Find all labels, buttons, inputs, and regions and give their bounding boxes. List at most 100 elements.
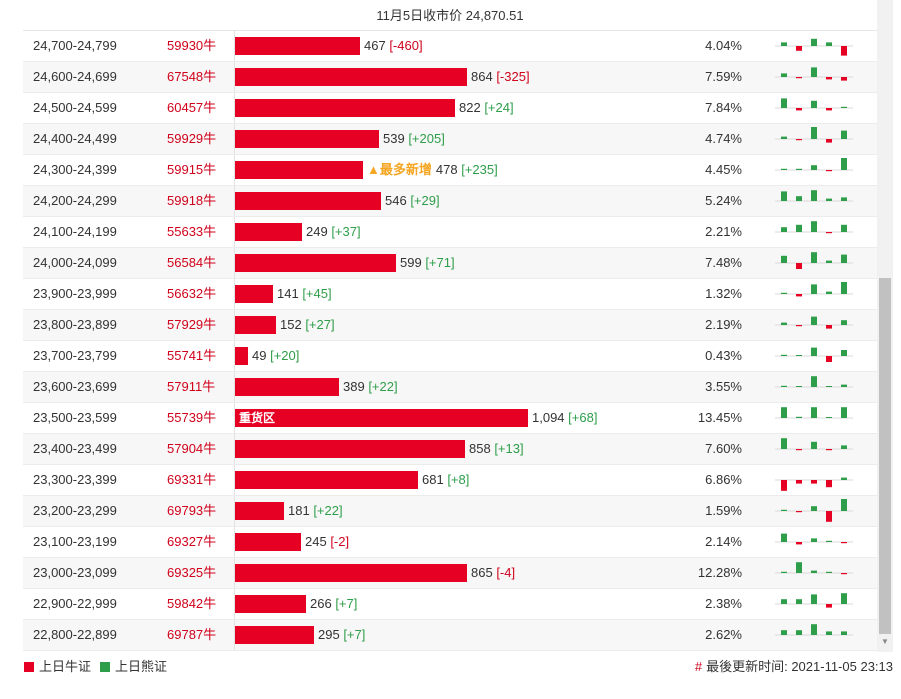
bar-baseline (234, 403, 235, 433)
sparkline-bar (811, 624, 817, 635)
sparkline-bar (796, 355, 802, 356)
percent-label: 2.19% (705, 317, 742, 332)
sparkline-bar (826, 42, 832, 46)
change-label: [+29] (410, 193, 440, 208)
warrant-code[interactable]: 57904牛 (167, 441, 217, 456)
sparkline-bar (781, 292, 787, 294)
sparkline (775, 38, 853, 56)
warrant-code[interactable]: 60457牛 (167, 100, 217, 115)
table-row: 24,500-24,599 60457牛 822 [+24] 7.84% (23, 93, 877, 124)
sparkline-bar (796, 168, 802, 170)
sparkline (775, 407, 853, 419)
bar-baseline (234, 186, 235, 216)
price-range: 23,200-23,299 (33, 503, 117, 518)
warrant-code[interactable]: 57929牛 (167, 317, 217, 332)
warrant-code[interactable]: 59915牛 (167, 162, 217, 177)
scrollbar-thumb[interactable] (879, 278, 891, 634)
change-label: [+20] (270, 348, 300, 363)
bar (235, 99, 455, 117)
change-label: [+235] (461, 162, 498, 177)
bar (235, 37, 360, 55)
percent-label: 12.28% (697, 565, 742, 580)
sparkline-bar (781, 42, 787, 46)
table-row: 23,000-23,099 69325牛 865 [-4] 12.28% (23, 558, 877, 589)
sparkline (775, 127, 853, 143)
table-row: 23,100-23,199 69327牛 245 [-2] 2.14% (23, 527, 877, 558)
legend-item-bear: 上日熊证 (100, 658, 167, 676)
sparkline-bar (811, 284, 817, 294)
warrant-code[interactable]: 59930牛 (167, 38, 217, 53)
table-row: 23,500-23,599 55739牛 重货区 1,094 [+68] 13.45% (23, 403, 877, 434)
table-row: 22,900-22,999 59842牛 266 [+7] 2.38% (23, 589, 877, 620)
warrant-code[interactable]: 69325牛 (167, 565, 217, 580)
change-label: [+7] (343, 627, 366, 642)
value-label: 539 [+205] (383, 124, 445, 154)
bar (235, 316, 276, 334)
bar-baseline (234, 341, 235, 371)
table-row: 23,400-23,499 57904牛 858 [+13] 7.60% (23, 434, 877, 465)
sparkline-bar (796, 196, 802, 201)
value-number: 681 (422, 472, 448, 487)
warrant-code[interactable]: 69331牛 (167, 472, 217, 487)
warrant-code[interactable]: 55739牛 (167, 410, 217, 425)
sparkline-bar (811, 127, 817, 139)
sparkline-bar (781, 480, 787, 491)
warrant-code[interactable]: 59842牛 (167, 596, 217, 611)
bar-baseline (234, 589, 235, 619)
sparkline-bar (841, 254, 847, 263)
bar-baseline (234, 217, 235, 247)
warrant-code[interactable]: 56584牛 (167, 255, 217, 270)
sparkline-bar (826, 198, 832, 201)
warrant-code[interactable]: 55633牛 (167, 224, 217, 239)
percent-label: 4.04% (705, 38, 742, 53)
warrant-code[interactable]: 59918牛 (167, 193, 217, 208)
table-row: 24,200-24,299 59918牛 546 [+29] 5.24% (23, 186, 877, 217)
sparkline-bar (781, 227, 787, 232)
warrant-code[interactable]: 69787牛 (167, 627, 217, 642)
warrant-code[interactable]: 69793牛 (167, 503, 217, 518)
bar-baseline (234, 31, 235, 61)
percent-label: 5.24% (705, 193, 742, 208)
sparkline-bar (811, 441, 817, 449)
sparkline-bar (811, 347, 817, 356)
sparkline-bar (841, 320, 847, 325)
value-label: 152 [+27] (280, 310, 335, 340)
value-label: 249 [+37] (306, 217, 361, 247)
price-range: 23,400-23,499 (33, 441, 117, 456)
change-label: [-325] (496, 69, 530, 84)
sparkline-bar (796, 542, 802, 545)
last-updated: # 最後更新时间: 2021-11-05 23:13 (695, 658, 893, 676)
sparkline-bar (796, 416, 802, 418)
warrant-code[interactable]: 59929牛 (167, 131, 217, 146)
sparkline-bar (826, 449, 832, 451)
sparkline-bar (826, 139, 832, 143)
warrant-code[interactable]: 57911牛 (167, 379, 216, 394)
warrant-code[interactable]: 55741牛 (167, 348, 217, 363)
percent-label: 3.55% (705, 379, 742, 394)
sparkline-bar (811, 506, 817, 511)
warrant-code[interactable]: 67548牛 (167, 69, 217, 84)
scroll-down-arrow-icon[interactable]: ▼ (881, 637, 889, 646)
bar (235, 626, 314, 644)
bar (235, 347, 248, 365)
bar-baseline (234, 434, 235, 464)
price-range: 24,300-24,399 (33, 162, 117, 177)
bar: 重货区 (235, 409, 528, 427)
sparkline-bar (826, 604, 832, 608)
sparkline-bar (826, 170, 832, 172)
sparkline-bar (826, 356, 832, 362)
bull-square-icon (24, 662, 34, 672)
price-range: 24,200-24,299 (33, 193, 117, 208)
table-row: 23,300-23,399 69331牛 681 [+8] 6.86% (23, 465, 877, 496)
price-range: 24,100-24,199 (33, 224, 117, 239)
warrant-code[interactable]: 56632牛 (167, 286, 217, 301)
value-number: 865 (471, 565, 497, 580)
bar-baseline (234, 465, 235, 495)
sparkline-bar (796, 224, 802, 232)
sparkline (775, 477, 853, 491)
change-label: [-4] (496, 565, 516, 580)
bar-baseline (234, 620, 235, 650)
sparkline-bar (811, 67, 817, 77)
warrant-code[interactable]: 69327牛 (167, 534, 217, 549)
value-label: 858 [+13] (469, 434, 524, 464)
